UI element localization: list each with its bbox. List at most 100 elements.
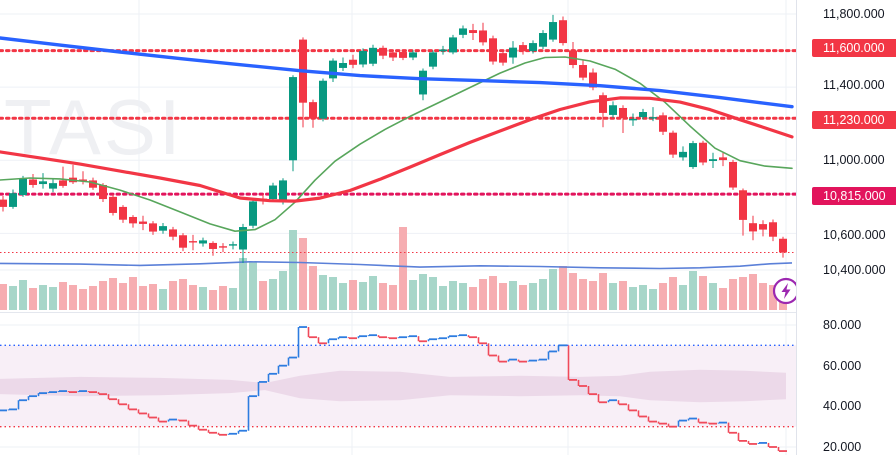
candle-body	[329, 60, 337, 79]
volume-bar	[699, 276, 707, 310]
volume-bar	[639, 285, 647, 310]
volume-bar	[549, 269, 557, 310]
ma-mid-red	[0, 96, 794, 203]
volume-bar	[659, 283, 667, 310]
volume-bar	[9, 286, 17, 310]
candle-body	[739, 190, 747, 220]
volume-bar	[429, 277, 437, 310]
candle-body	[489, 38, 497, 62]
volume-bar	[369, 276, 377, 310]
candle-body	[539, 33, 547, 47]
candle-body	[249, 201, 257, 226]
candle-body	[419, 70, 427, 95]
rsi-indicator-pane[interactable]	[0, 313, 796, 455]
volume-bar	[179, 279, 187, 310]
candle-body	[289, 77, 297, 161]
volume-bar	[319, 275, 327, 310]
candle-body	[549, 22, 557, 40]
candle-body	[359, 50, 367, 65]
candle-body	[729, 161, 737, 188]
candle-body	[129, 216, 137, 224]
volume-bar	[469, 287, 477, 310]
candle-body	[679, 151, 687, 158]
volume-bar	[689, 271, 697, 310]
volume-bar	[169, 281, 177, 310]
volume-bar	[669, 277, 677, 310]
volume-bar	[379, 283, 387, 310]
volume-bar	[739, 277, 747, 310]
axis-label: 11,400.000	[823, 78, 885, 92]
volume-bar	[509, 281, 517, 310]
candle-body	[0, 199, 7, 207]
ma-slow-blue	[0, 36, 794, 109]
candle-body	[389, 52, 397, 58]
candle-body	[499, 53, 507, 63]
axis-label: 80.000	[823, 318, 862, 332]
volume-bar	[569, 273, 577, 310]
candle-body	[619, 107, 627, 119]
price-level-badge: 11,600.000	[812, 39, 896, 57]
axis-label: 10,400.000	[823, 263, 886, 277]
volume-bar	[729, 279, 737, 310]
candle-body	[559, 20, 567, 44]
volume-bar	[719, 288, 727, 310]
candle-body	[579, 65, 587, 78]
volume-bar	[29, 288, 37, 310]
candle-body	[719, 157, 727, 161]
volume-bar	[139, 286, 147, 310]
candle-body	[769, 222, 777, 237]
candle-body	[429, 52, 437, 67]
candle-body	[109, 196, 117, 213]
volume-bar	[49, 287, 57, 310]
candle-body	[439, 49, 447, 52]
candle-body	[659, 115, 667, 132]
volume-bar	[229, 288, 237, 310]
price-pane[interactable]	[0, 0, 796, 313]
volume-bar	[759, 283, 767, 310]
candle-body	[79, 179, 87, 181]
price-axis[interactable]: 11,800.000 11,600.000 11,400.000 11,230.000…	[796, 0, 896, 455]
volume-bar	[129, 277, 137, 310]
candle-body	[239, 227, 247, 250]
volume-bar	[289, 230, 297, 310]
candle-body	[9, 193, 17, 207]
candle-body	[139, 221, 147, 224]
candle-body	[629, 118, 637, 121]
volume-bar	[409, 280, 417, 310]
volume-bar	[359, 282, 367, 310]
volume-bar	[349, 280, 357, 310]
candle-body	[529, 43, 537, 52]
candle-body	[269, 185, 277, 200]
volume-bar	[19, 280, 27, 310]
volume-bar	[399, 227, 407, 310]
candle-body	[339, 63, 347, 68]
candle-body	[399, 52, 407, 58]
candle-body	[229, 244, 237, 246]
candle-body	[599, 95, 607, 113]
candle-body	[169, 229, 177, 237]
volume-bar	[149, 284, 157, 310]
volume-bar	[269, 279, 277, 310]
pane-separator[interactable]	[0, 312, 796, 313]
axis-label: 10,600.000	[823, 228, 886, 242]
candle-body	[699, 142, 707, 163]
candle-body	[119, 206, 127, 220]
volume-bar	[209, 290, 217, 310]
candle-body	[759, 224, 767, 230]
price-level-badge: 11,230.000	[812, 111, 896, 129]
volume-bar	[259, 281, 267, 310]
candle-body	[199, 240, 207, 244]
candle-body	[479, 30, 487, 43]
volume-bar	[519, 285, 527, 310]
volume-bar	[119, 283, 127, 310]
candle-body	[589, 72, 597, 88]
volume-bar	[309, 266, 317, 310]
volume-bar	[539, 279, 547, 310]
lightning-icon	[781, 283, 791, 299]
boost-button[interactable]	[772, 277, 796, 305]
axis-label: 20.000	[823, 440, 862, 454]
candle-body	[409, 52, 417, 58]
candle-body	[39, 181, 47, 185]
candle-body	[319, 80, 327, 119]
candle-body	[209, 242, 217, 249]
